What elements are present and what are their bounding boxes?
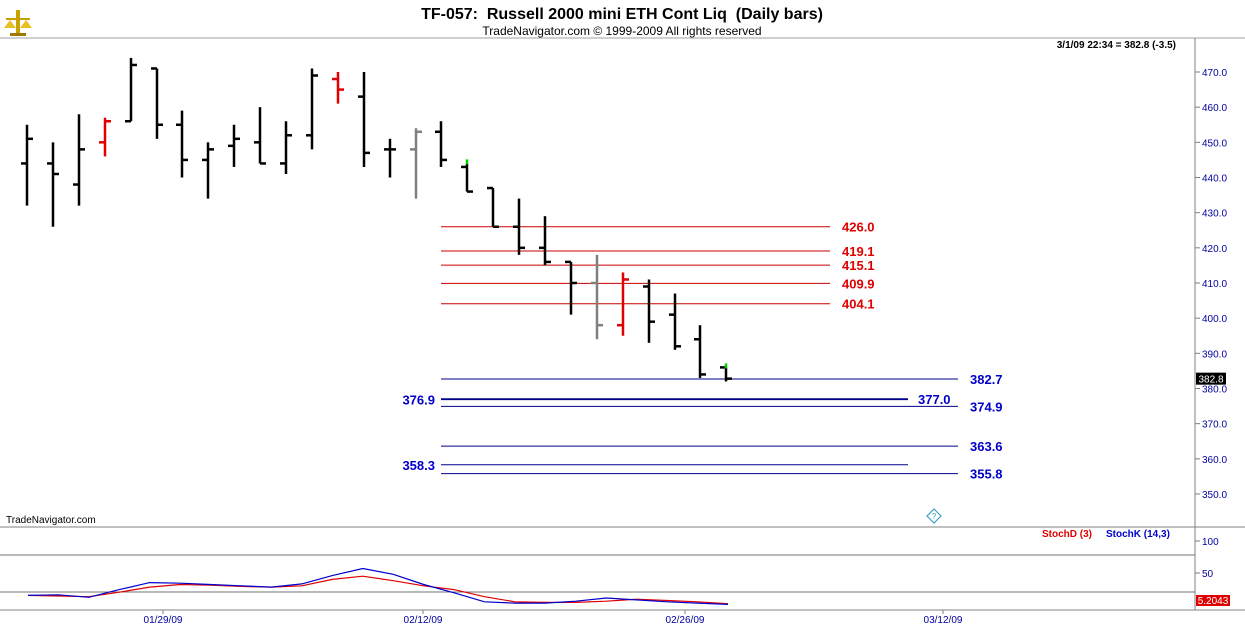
ohlc-bar [513,198,525,255]
current-price-tag: 382.8 [1196,372,1226,386]
level-label: 374.9 [970,399,1003,414]
time-tick-label: 01/29/09 [144,615,183,626]
ohlc-bar [99,117,111,157]
level-label: 409.9 [842,276,875,291]
ohlc-bar [280,121,292,174]
stoch-tick-label: 50 [1202,569,1214,580]
ohlc-bar [202,142,214,199]
price-tick-label: 400.0 [1202,314,1227,325]
current-price-label: 382.8 [1198,375,1223,386]
ohlc-bar [565,260,577,315]
stoch-tick-label: 100 [1202,537,1219,548]
legend-stoch-k: StochK (14,3) [1106,529,1170,540]
ohlc-bar [384,138,396,178]
legend-stoch-d: StochD (3) [1042,529,1092,540]
stoch-axis-ticks: 100 50 [1195,537,1219,580]
ohlc-bar [410,128,422,199]
stoch-lines [27,567,729,605]
ohlc-bar [539,216,551,266]
price-tick-label: 440.0 [1202,174,1227,185]
stoch-k-line [27,567,729,605]
ohlc-bar [47,142,59,227]
ohlc-bar [487,186,499,228]
price-tick-label: 470.0 [1202,68,1227,79]
price-tick-label: 360.0 [1202,455,1227,466]
chart-subtitle: TradeNavigator.com © 1999-2009 All right… [482,24,761,38]
price-tick-label: 390.0 [1202,349,1227,360]
level-label: 358.3 [402,458,435,473]
price-tick-label: 350.0 [1202,490,1227,501]
stoch-current-label: 5.2043 [1198,596,1229,607]
price-tick-label: 370.0 [1202,420,1227,431]
ohlc-bar [435,121,447,167]
ohlc-bar [643,279,655,343]
stoch-d-line [27,575,729,605]
ohlc-bar [306,68,318,150]
ohlc-bar [591,254,603,340]
ohlc-bar [669,293,681,350]
ohlc-bar [151,67,163,139]
time-tick-label: 02/26/09 [666,615,705,626]
price-tick-label: 460.0 [1202,103,1227,114]
svg-text:?: ? [932,512,937,521]
ohlc-bar [254,107,266,165]
ohlc-bar [125,57,137,123]
level-label: 382.7 [970,372,1003,387]
level-label: 363.6 [970,439,1003,454]
ohlc-bar [617,272,629,336]
price-tick-label: 410.0 [1202,279,1227,290]
level-label: 376.9 [402,392,435,407]
time-tick-label: 03/12/09 [924,615,963,626]
level-label: 355.8 [970,467,1003,482]
ohlc-bars [21,57,732,382]
ohlc-bar [73,114,85,206]
level-label: 377.0 [918,392,951,407]
watermark: TradeNavigator.com [6,515,96,526]
time-tick-label: 02/12/09 [404,615,443,626]
ohlc-bar [461,163,473,193]
ohlc-bar [176,110,188,178]
ohlc-bar [358,72,370,167]
level-label: 426.0 [842,220,875,235]
time-axis-ticks: 01/29/09 02/12/09 02/26/09 03/12/09 [144,610,963,626]
ohlc-bar [228,124,240,167]
level-label: 419.1 [842,244,875,259]
logo-icon [4,10,32,36]
last-price-info: 3/1/09 22:34 = 382.8 (-3.5) [1057,40,1176,51]
price-tick-label: 450.0 [1202,138,1227,149]
price-axis-ticks: 470.0 460.0 450.0 440.0 430.0 420.0 410.0 400.0… [1195,68,1227,501]
stoch-value-tag: 5.2043 [1196,595,1230,607]
price-tick-label: 430.0 [1202,209,1227,220]
chart-title: TF-057: Russell 2000 mini ETH Cont Liq (… [421,6,823,23]
level-label: 415.1 [842,258,875,273]
future-marker-icon[interactable]: ? [926,508,942,524]
price-tick-label: 380.0 [1202,385,1227,396]
level-label: 404.1 [842,297,875,312]
ohlc-bar [694,325,706,378]
ohlc-bar [21,124,33,206]
ohlc-bar [332,72,344,104]
price-tick-label: 420.0 [1202,244,1227,255]
